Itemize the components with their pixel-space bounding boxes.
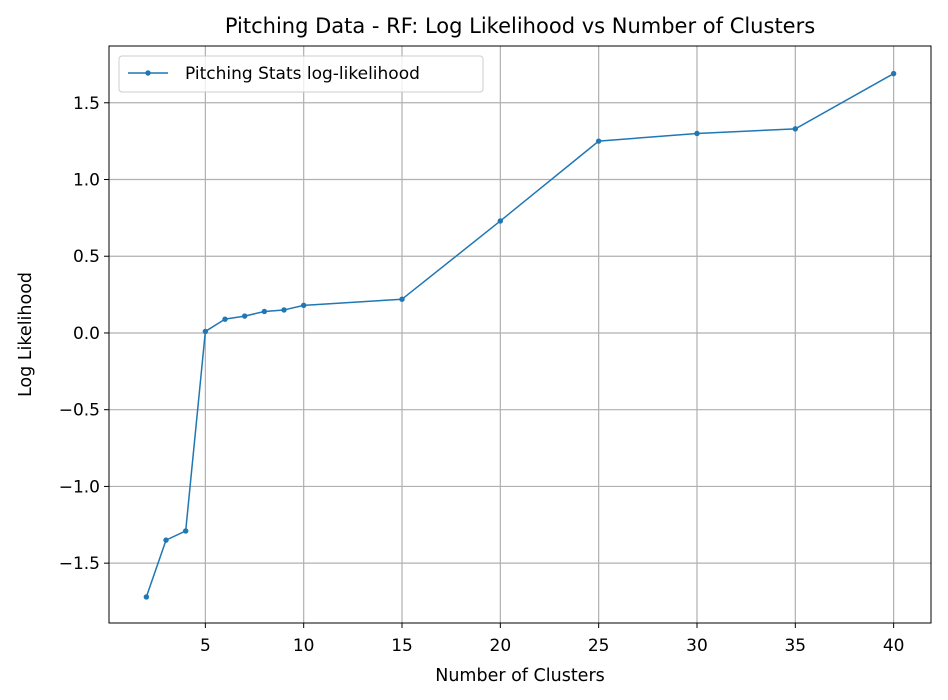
legend-marker-sample xyxy=(145,70,151,76)
data-point xyxy=(261,308,268,315)
y-tick-label: −1.5 xyxy=(59,554,100,574)
data-point xyxy=(399,296,405,302)
data-point xyxy=(222,316,228,322)
x-tick-label: 15 xyxy=(391,636,413,656)
data-point xyxy=(300,302,307,309)
y-tick-label: 0.0 xyxy=(73,324,100,344)
series-line xyxy=(145,72,895,598)
data-point xyxy=(497,218,504,224)
data-point xyxy=(143,594,150,600)
x-tick-label: 30 xyxy=(686,636,708,656)
data-point xyxy=(694,130,700,137)
legend-label: Pitching Stats log-likelihood xyxy=(185,64,420,84)
y-tick-label: 0.5 xyxy=(73,247,100,267)
y-tick-label: 1.5 xyxy=(73,94,100,114)
y-tick-label: 1.0 xyxy=(73,171,100,191)
series-layer xyxy=(143,70,897,600)
x-tick-label: 10 xyxy=(293,636,315,656)
legend: Pitching Stats log-likelihood xyxy=(118,55,484,93)
data-point xyxy=(281,307,287,313)
data-point xyxy=(182,528,189,534)
x-tick-label: 20 xyxy=(490,636,512,656)
plot-frame xyxy=(108,45,932,624)
x-tick-label: 25 xyxy=(588,636,610,656)
legend-box xyxy=(118,55,484,93)
y-axis-label: Log Likelihood xyxy=(16,272,36,397)
x-tick-label: 35 xyxy=(784,636,806,656)
data-point xyxy=(890,70,897,77)
y-tick-label: −0.5 xyxy=(59,401,100,421)
tick-layer: 5 10 15 20 25 30 35 40 −1.5 −1.0 −0.5 0.0 0.5 1.0 1.5 xyxy=(59,94,905,656)
x-tick-label: 40 xyxy=(883,636,905,656)
grid-layer xyxy=(109,46,931,623)
x-tick-label: 5 xyxy=(200,636,211,656)
data-point xyxy=(595,138,602,144)
data-point xyxy=(163,537,169,543)
x-axis-label: Number of Clusters xyxy=(435,666,605,686)
chart-title: Pitching Data - RF: Log Likelihood vs Nu… xyxy=(225,14,815,38)
data-point xyxy=(241,313,248,319)
data-point xyxy=(792,126,799,132)
data-point xyxy=(202,328,209,335)
y-tick-label: −1.0 xyxy=(59,477,100,497)
